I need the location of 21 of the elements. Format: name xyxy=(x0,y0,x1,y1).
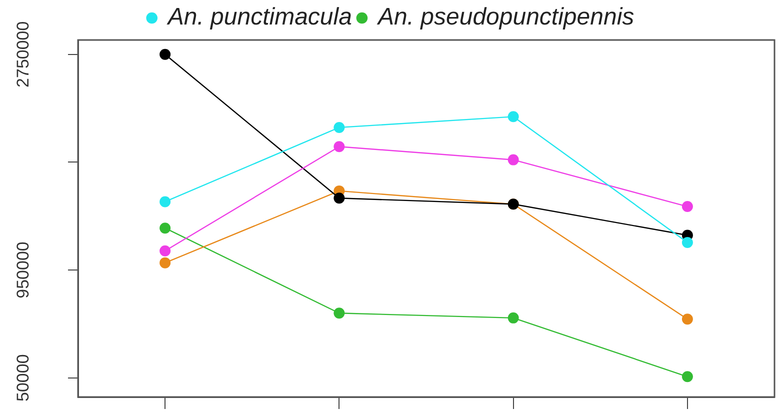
point xyxy=(334,122,345,133)
point xyxy=(508,154,519,166)
point xyxy=(334,192,345,204)
point xyxy=(334,308,345,319)
point xyxy=(508,312,519,324)
point xyxy=(160,196,171,208)
point xyxy=(160,48,171,60)
legend-label: An. pseudopunctipennis xyxy=(376,4,634,31)
point xyxy=(682,371,693,382)
point xyxy=(682,314,693,325)
point xyxy=(682,236,693,248)
point xyxy=(682,201,693,212)
y-tick-label: 2750000 xyxy=(14,21,33,88)
y-tick-label: 950000 xyxy=(14,242,33,298)
y-tick-label: 50000 xyxy=(14,354,33,402)
point xyxy=(160,245,171,256)
legend-label: An. punctimacula xyxy=(166,4,352,31)
point xyxy=(508,111,519,122)
point xyxy=(160,222,171,234)
point xyxy=(334,141,345,152)
point xyxy=(160,257,171,268)
